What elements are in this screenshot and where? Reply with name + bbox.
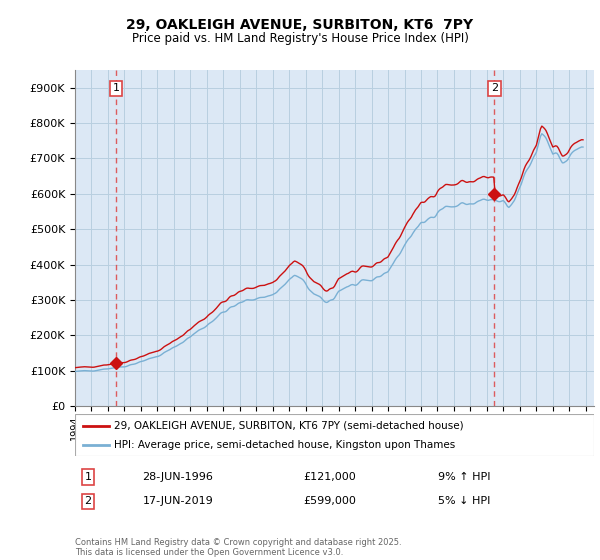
Text: 29, OAKLEIGH AVENUE, SURBITON, KT6  7PY: 29, OAKLEIGH AVENUE, SURBITON, KT6 7PY [127,18,473,32]
Text: Contains HM Land Registry data © Crown copyright and database right 2025.
This d: Contains HM Land Registry data © Crown c… [75,538,401,557]
Text: 5% ↓ HPI: 5% ↓ HPI [438,496,491,506]
Text: 1: 1 [85,472,91,482]
Text: £599,000: £599,000 [304,496,356,506]
Text: 2: 2 [85,496,92,506]
Text: HPI: Average price, semi-detached house, Kingston upon Thames: HPI: Average price, semi-detached house,… [114,440,455,450]
Text: £121,000: £121,000 [304,472,356,482]
Text: Price paid vs. HM Land Registry's House Price Index (HPI): Price paid vs. HM Land Registry's House … [131,31,469,45]
Text: 28-JUN-1996: 28-JUN-1996 [142,472,214,482]
Text: 2: 2 [491,83,498,94]
FancyBboxPatch shape [75,414,594,456]
Text: 17-JUN-2019: 17-JUN-2019 [142,496,213,506]
Text: 9% ↑ HPI: 9% ↑ HPI [438,472,491,482]
Text: 1: 1 [113,83,119,94]
Text: 29, OAKLEIGH AVENUE, SURBITON, KT6 7PY (semi-detached house): 29, OAKLEIGH AVENUE, SURBITON, KT6 7PY (… [114,421,464,431]
